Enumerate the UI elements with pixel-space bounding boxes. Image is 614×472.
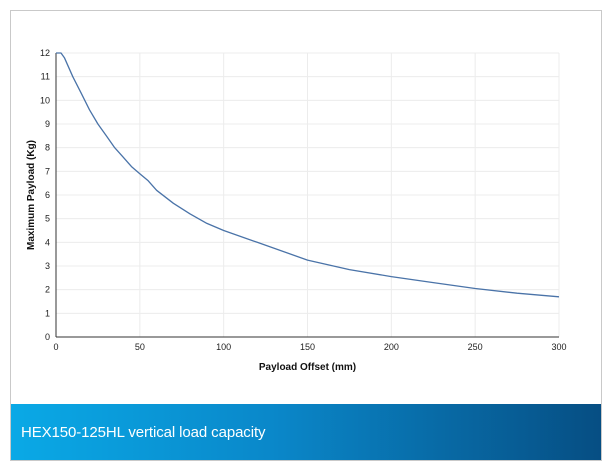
x-tick-label: 0 xyxy=(53,342,58,352)
x-axis-title: Payload Offset (mm) xyxy=(259,362,356,373)
series-line-0 xyxy=(56,52,560,298)
x-tick-label: 150 xyxy=(300,342,315,352)
y-axis-title: Maximum Payload (Kg) xyxy=(26,140,37,250)
y-tick-label: 2 xyxy=(45,285,50,295)
x-tick-label: 200 xyxy=(384,342,399,352)
y-tick-label: 11 xyxy=(41,72,50,82)
x-tick-label: 300 xyxy=(551,342,566,352)
grid-lines xyxy=(55,52,560,338)
x-tick-label: 100 xyxy=(216,342,231,352)
y-tick-label: 7 xyxy=(45,166,50,176)
y-tick-label: 3 xyxy=(45,261,50,271)
axes xyxy=(55,53,559,338)
y-tick-label: 5 xyxy=(45,214,50,224)
y-tick-label: 0 xyxy=(45,332,50,342)
chart-area: 0 1 2 3 4 5 6 7 8 9 10 11 12 0 50 100 150 200 250 300 Paylo… xyxy=(11,11,603,406)
y-tick-label: 9 xyxy=(45,119,50,129)
chart-frame: 0 1 2 3 4 5 6 7 8 9 10 11 12 0 50 100 150 200 250 300 Paylo… xyxy=(10,10,602,461)
y-tick-label: 4 xyxy=(45,237,50,247)
y-tick-label: 8 xyxy=(45,143,50,153)
x-tick-label: 50 xyxy=(135,342,145,352)
y-tick-label: 6 xyxy=(45,190,50,200)
series xyxy=(56,52,560,298)
y-tick-label: 10 xyxy=(40,95,50,105)
y-tick-label: 12 xyxy=(40,48,50,58)
y-tick-label: 1 xyxy=(45,308,50,318)
x-tick-label: 250 xyxy=(468,342,483,352)
caption-bar: HEX150-125HL vertical load capacity xyxy=(11,404,601,460)
chart-caption: HEX150-125HL vertical load capacity xyxy=(21,423,266,441)
